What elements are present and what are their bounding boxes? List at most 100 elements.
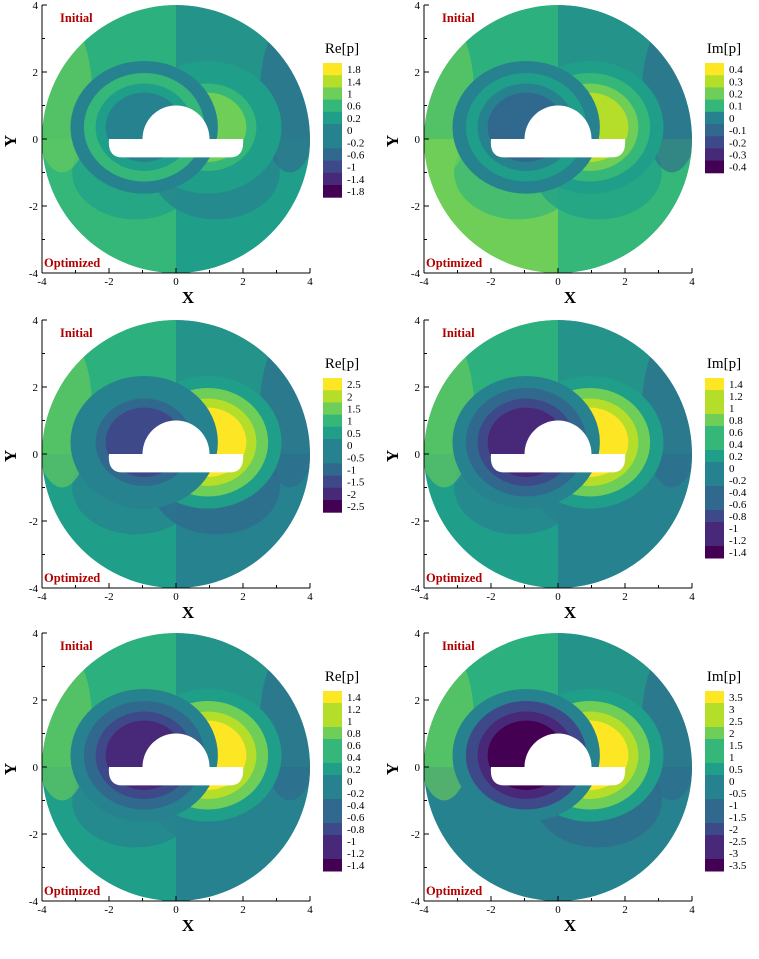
y-tick-label: 2 — [415, 67, 421, 79]
colorbar-cell — [705, 414, 724, 427]
x-tick-label: 0 — [555, 591, 561, 603]
colorbar-cell — [323, 136, 342, 149]
colorbar-cell — [705, 160, 724, 174]
colorbar-label: -1.4 — [347, 174, 365, 186]
y-tick-label: 2 — [415, 382, 421, 394]
colorbar-label: 1.8 — [347, 64, 361, 76]
colorbar-label: -0.4 — [729, 487, 747, 499]
colorbar-label: 1 — [347, 89, 353, 101]
colorbar-cell — [323, 775, 342, 788]
colorbar-cell — [323, 439, 342, 452]
y-tick-label: 2 — [33, 695, 39, 707]
colorbar-label: -1.8 — [347, 186, 365, 198]
colorbar-cell — [323, 727, 342, 740]
optimized-label: Optimized — [426, 884, 482, 898]
y-tick-label: 4 — [415, 628, 421, 640]
y-axis-label: Y — [1, 763, 20, 775]
colorbar-cell — [705, 835, 724, 848]
colorbar-label: -2 — [347, 489, 356, 501]
x-tick-label: -2 — [486, 276, 495, 288]
colorbar-label: 2 — [729, 728, 735, 740]
colorbar-cell — [323, 487, 342, 501]
colorbar-label: 0 — [729, 113, 735, 125]
x-axis-label: X — [182, 603, 195, 622]
y-tick-label: -4 — [411, 896, 421, 908]
initial-label: Initial — [442, 326, 475, 340]
colorbar-cell — [323, 703, 342, 716]
colorbar-cell — [705, 811, 724, 824]
colorbar-cell — [323, 787, 342, 800]
colorbar-label: 0.3 — [729, 76, 743, 88]
x-tick-label: 0 — [173, 276, 179, 288]
colorbar-cell — [705, 111, 724, 125]
colorbar-cell — [323, 751, 342, 764]
y-axis-label: Y — [1, 135, 20, 147]
colorbar-label: 0.4 — [347, 752, 361, 764]
x-tick-label: 4 — [689, 591, 695, 603]
colorbar-cell — [323, 414, 342, 428]
y-tick-label: -2 — [411, 829, 420, 841]
colorbar-cell — [323, 160, 342, 174]
colorbar-cell — [323, 63, 342, 76]
y-axis-label: Y — [383, 763, 402, 775]
x-tick-label: -4 — [37, 591, 47, 603]
colorbar-label: 1.4 — [729, 379, 743, 391]
colorbar-label: -0.6 — [729, 499, 747, 511]
colorbar-label: -1 — [347, 836, 356, 848]
panel-r2c2: -4 -2 0 2 4 4 2 0 -2 -4 X Y Initial Optimized Im[p] 1.4… — [383, 315, 747, 622]
x-tick-label: 0 — [173, 591, 179, 603]
colorbar-cell — [323, 148, 342, 162]
colorbar-cell — [705, 474, 724, 487]
y-tick-label: 4 — [33, 628, 39, 640]
y-tick-label: 4 — [33, 0, 39, 12]
colorbar-cell — [705, 402, 724, 415]
colorbar-label: 0 — [729, 776, 735, 788]
colorbar-cell — [705, 787, 724, 800]
colorbar-cell — [705, 438, 724, 451]
colorbar-cell — [705, 486, 724, 499]
colorbar-cell — [323, 847, 342, 860]
x-axis-label: X — [564, 916, 577, 935]
colorbar-label: 0.2 — [347, 764, 361, 776]
colorbar-label: 3 — [729, 704, 735, 716]
colorbar-cell — [323, 402, 342, 416]
y-tick-label: -2 — [29, 201, 38, 213]
y-tick-label: 2 — [33, 382, 39, 394]
initial-body — [524, 420, 592, 454]
colorbar-cell — [705, 498, 724, 511]
y-tick-label: -2 — [411, 516, 420, 528]
colorbar-label: 0 — [347, 776, 353, 788]
colorbar-cell — [323, 739, 342, 752]
colorbar-cell — [705, 462, 724, 475]
initial-body — [142, 733, 210, 767]
initial-body — [524, 105, 592, 139]
optimized-label: Optimized — [44, 884, 100, 898]
colorbar-label: 0.6 — [729, 427, 743, 439]
optimized-label: Optimized — [426, 256, 482, 270]
y-tick-label: 4 — [415, 0, 421, 12]
colorbar-cell — [323, 799, 342, 812]
y-tick-label: -2 — [29, 829, 38, 841]
y-tick-label: -2 — [29, 516, 38, 528]
colorbar-cell — [323, 426, 342, 440]
colorbar-label: 1.2 — [347, 704, 361, 716]
colorbar-cell — [323, 87, 342, 101]
contour-field — [42, 320, 310, 588]
optimized-label: Optimized — [426, 571, 482, 585]
colorbar-label: 0.2 — [347, 113, 361, 125]
colorbar-label: 1.5 — [347, 404, 361, 416]
colorbar-label: -1 — [347, 465, 356, 477]
colorbar-cell — [323, 763, 342, 776]
colorbar-label: 0.5 — [729, 764, 743, 776]
colorbar-label: 0.4 — [729, 64, 743, 76]
colorbar-cell — [705, 522, 724, 535]
x-tick-label: 4 — [689, 276, 695, 288]
colorbar-cell — [705, 823, 724, 836]
colorbar-cell — [323, 111, 342, 125]
optimized-body — [108, 139, 244, 158]
x-tick-label: 2 — [622, 591, 628, 603]
colorbar-cell — [705, 75, 724, 88]
y-tick-label: 0 — [415, 762, 421, 774]
colorbar-label: -0.5 — [729, 788, 747, 800]
colorbar-label: 1 — [729, 752, 735, 764]
